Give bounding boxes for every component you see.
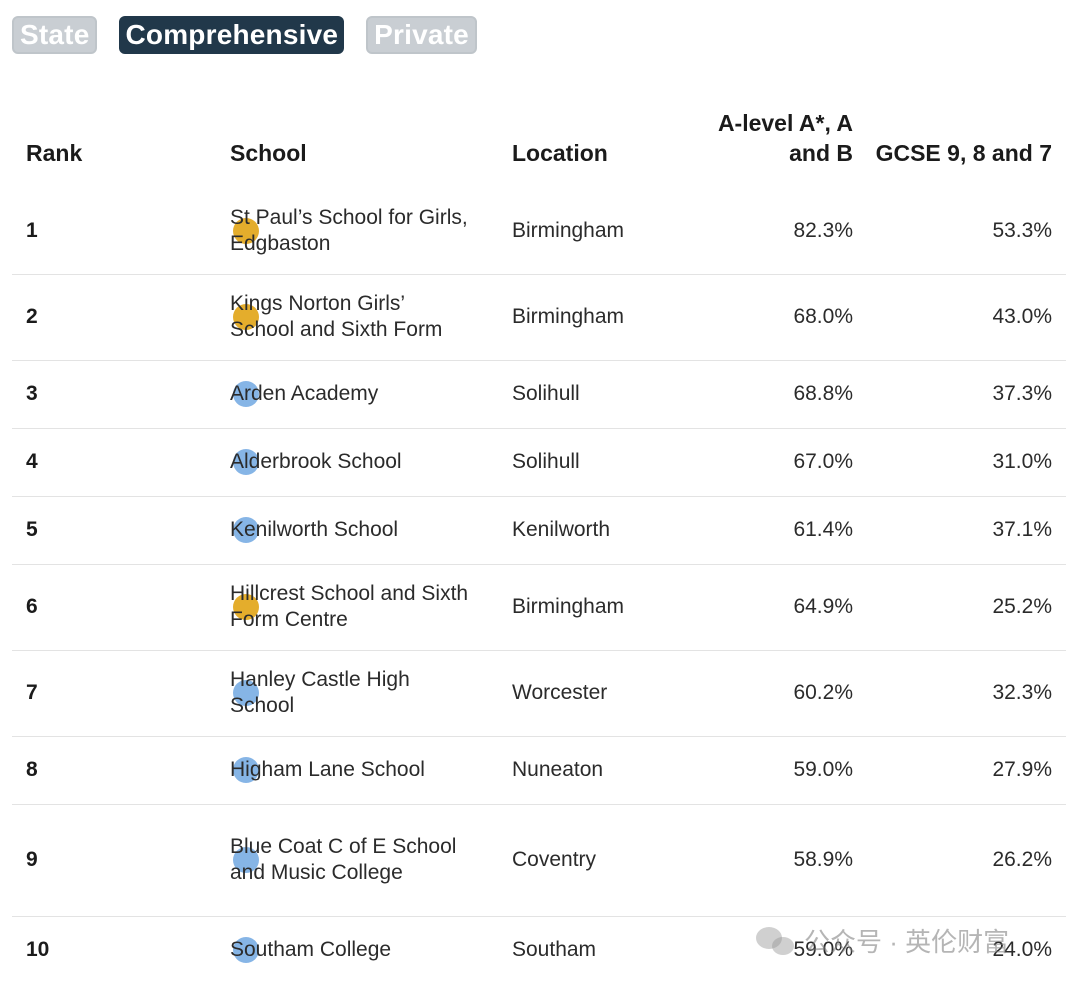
row-gcse: 26.2% xyxy=(992,848,1052,871)
row-gcse: 53.3% xyxy=(992,218,1052,242)
row-location: Birmingham xyxy=(512,305,625,328)
row-gcse: 24.0% xyxy=(992,938,1052,962)
row-type-cell xyxy=(112,804,259,916)
table-header-row: Rank School Location A-level A*, A and B… xyxy=(12,100,1066,188)
school-type-dot-icon xyxy=(233,217,259,244)
row-alevel: 60.2% xyxy=(793,681,853,704)
school-type-dot-icon xyxy=(233,680,259,706)
row-location: Worcester xyxy=(512,681,608,704)
row-school: Alderbrook School xyxy=(230,450,402,473)
row-type-cell xyxy=(112,274,259,360)
row-location: Kenilworth xyxy=(512,518,611,541)
row-type-cell xyxy=(112,650,259,736)
row-rank: 5 xyxy=(26,518,38,541)
table-row[interactable]: 10 Southam College Southam 59.0% 24.0% xyxy=(12,916,1066,984)
table-row[interactable]: 7 Hanley Castle High School Worcester 60.2%… xyxy=(12,650,1066,736)
school-type-dot-icon xyxy=(233,937,259,964)
filter-private-button[interactable]: Private xyxy=(366,16,477,54)
row-location: Solihull xyxy=(512,382,580,405)
table-row[interactable]: 4 Alderbrook School Solihull 67.0% 31.0% xyxy=(12,428,1066,496)
row-alevel: 59.0% xyxy=(793,938,853,962)
row-school: Kenilworth School xyxy=(230,518,399,541)
school-ranking-table: Rank School Location A-level A*, A and B… xyxy=(12,100,1066,984)
row-location: Birmingham xyxy=(512,595,625,618)
row-location: Solihull xyxy=(512,450,580,473)
filter-comprehensive-button[interactable]: Comprehensive xyxy=(119,16,345,54)
row-location: Nuneaton xyxy=(512,758,604,781)
header-school[interactable]: School xyxy=(230,140,307,166)
header-location[interactable]: Location xyxy=(512,140,608,166)
row-school: Arden Academy xyxy=(230,382,379,405)
table-row[interactable]: 3 Arden Academy Solihull 68.8% 37.3% xyxy=(12,360,1066,428)
table-body: 1 St Paul’s School for Girls, Edgbaston Bi… xyxy=(12,188,1066,984)
header-alevel[interactable]: A-level A*, A and B xyxy=(717,110,853,166)
filter-state-button[interactable]: State xyxy=(12,16,98,54)
row-gcse: 43.0% xyxy=(992,305,1052,328)
row-school: Southam College xyxy=(230,938,392,962)
table-row[interactable]: 6 Hillcrest School and Sixth Form Centre B… xyxy=(12,564,1066,650)
table-row[interactable]: 2 Kings Norton Girls’ School and Sixth Fo… xyxy=(12,274,1066,360)
row-rank: 2 xyxy=(26,305,38,328)
row-school: Hillcrest School and Sixth Form Centre xyxy=(230,582,469,631)
row-alevel: 82.3% xyxy=(793,218,853,242)
row-school: Kings Norton Girls’ School and Sixth For… xyxy=(230,292,443,341)
row-type-cell xyxy=(112,736,259,804)
header-gcse[interactable]: GCSE 9, 8 and 7 xyxy=(875,140,1052,166)
table-row[interactable]: 1 St Paul’s School for Girls, Edgbaston Bi… xyxy=(12,188,1066,274)
row-gcse: 37.3% xyxy=(992,382,1052,405)
school-type-dot-icon xyxy=(233,847,259,873)
school-type-dot-icon xyxy=(233,757,259,783)
row-alevel: 68.0% xyxy=(793,305,853,328)
row-type-cell xyxy=(112,360,259,428)
table-row[interactable]: 9 Blue Coat C of E School and Music Colle… xyxy=(12,804,1066,916)
row-gcse: 25.2% xyxy=(992,595,1052,618)
table-row[interactable]: 8 Higham Lane School Nuneaton 59.0% 27.9% xyxy=(12,736,1066,804)
row-alevel: 59.0% xyxy=(793,758,853,781)
row-location: Southam xyxy=(512,938,597,962)
row-rank: 1 xyxy=(26,218,38,242)
row-alevel: 61.4% xyxy=(793,518,853,541)
row-rank: 8 xyxy=(26,758,38,781)
row-type-cell xyxy=(112,916,259,984)
table-row[interactable]: 5 Kenilworth School Kenilworth 61.4% 37.1% xyxy=(12,496,1066,564)
row-gcse: 32.3% xyxy=(992,681,1052,704)
row-alevel: 58.9% xyxy=(793,848,853,871)
row-gcse: 27.9% xyxy=(992,758,1052,781)
school-type-dot-icon xyxy=(233,304,259,330)
row-location: Birmingham xyxy=(512,218,625,242)
row-rank: 9 xyxy=(26,848,38,871)
row-rank: 4 xyxy=(26,450,38,473)
row-location: Coventry xyxy=(512,848,597,871)
row-rank: 7 xyxy=(26,681,38,704)
row-type-cell xyxy=(112,428,259,496)
row-rank: 10 xyxy=(26,938,50,962)
row-type-cell xyxy=(112,564,259,650)
row-school: Hanley Castle High School xyxy=(230,668,410,717)
row-gcse: 37.1% xyxy=(992,518,1052,541)
row-rank: 6 xyxy=(26,595,38,618)
row-alevel: 68.8% xyxy=(793,382,853,405)
row-rank: 3 xyxy=(26,382,38,405)
row-alevel: 64.9% xyxy=(793,595,853,618)
row-alevel: 67.0% xyxy=(793,450,853,473)
header-type xyxy=(112,100,230,188)
row-school: St Paul’s School for Girls, Edgbaston xyxy=(230,205,468,255)
header-rank[interactable]: Rank xyxy=(26,140,83,166)
school-type-dot-icon xyxy=(233,517,259,543)
school-type-dot-icon xyxy=(233,449,259,475)
filter-chips: State Comprehensive Private xyxy=(12,16,477,54)
school-type-dot-icon xyxy=(233,381,259,407)
row-school: Blue Coat C of E School and Music Colleg… xyxy=(230,835,457,884)
row-type-cell xyxy=(112,496,259,564)
row-school: Higham Lane School xyxy=(230,758,425,781)
row-type-cell xyxy=(112,188,259,274)
row-gcse: 31.0% xyxy=(992,450,1052,473)
school-type-dot-icon xyxy=(233,594,259,620)
